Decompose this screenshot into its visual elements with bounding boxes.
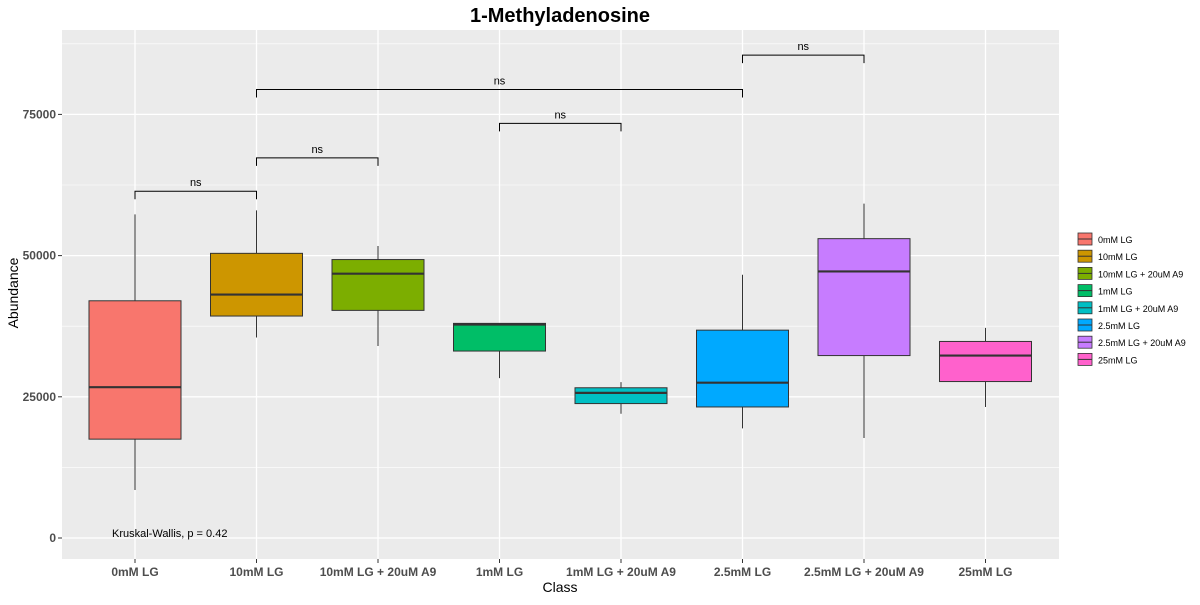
significance-label: ns (494, 76, 506, 88)
box-iqr (817, 238, 911, 357)
legend-item: 1mM LG + 20uM A9 (1077, 301, 1178, 315)
significance-label: ns (311, 144, 323, 156)
box-1mm-lg-20um-a9 (574, 382, 668, 414)
box-2-5mm-lg (696, 274, 789, 429)
x-axis-label: Class (542, 579, 577, 595)
comparison-bracket: ns (256, 76, 743, 98)
legend: 0mM LG 10mM LG 10mM LG + 20uM A9 1mM LG 1mM … (1077, 232, 1186, 366)
significance-label: ns (554, 109, 566, 121)
y-tick-label: 75000 (23, 107, 57, 121)
significance-label: ns (190, 177, 202, 189)
chart-title: 1-Methyladenosine (470, 5, 650, 27)
box-iqr (574, 387, 668, 405)
legend-item: 2.5mM LG (1077, 318, 1140, 332)
box-iqr (331, 259, 425, 311)
boxes-layer (88, 203, 1032, 490)
legend-label: 10mM LG (1098, 252, 1138, 262)
legend-label: 10mM LG + 20uM A9 (1098, 269, 1183, 279)
x-tick-label: 10mM LG + 20uM A9 (320, 565, 437, 579)
x-tick-label: 1mM LG (476, 565, 523, 579)
bracket-line (256, 157, 379, 166)
legend-item: 10mM LG (1077, 249, 1138, 263)
axes-layer: 0 25000 50000 75000 0mM LG 10mM LG 10mM LG + 2… (23, 107, 1013, 579)
bracket-line (742, 54, 865, 64)
x-tick-label: 0mM LG (111, 565, 158, 579)
x-tick-label: 2.5mM LG (714, 565, 771, 579)
bracket-line (256, 89, 743, 98)
legend-label: 0mM LG (1098, 235, 1133, 245)
legend-item: 2.5mM LG + 20uM A9 (1077, 335, 1186, 349)
box-10mm-lg-20um-a9 (331, 245, 425, 346)
comparison-bracket: ns (499, 109, 622, 132)
bracket-line (499, 122, 622, 132)
x-tick-label: 10mM LG (229, 565, 283, 579)
legend-label: 2.5mM LG (1098, 321, 1140, 331)
box-10mm-lg (210, 210, 303, 338)
y-tick-label: 50000 (23, 249, 57, 263)
legend-label: 2.5mM LG + 20uM A9 (1098, 338, 1186, 348)
legend-label: 1mM LG + 20uM A9 (1098, 304, 1178, 314)
box-iqr (210, 252, 303, 317)
box-iqr (939, 340, 1032, 383)
comparison-bracket: ns (256, 144, 379, 166)
legend-item: 25mM LG (1077, 352, 1138, 366)
box-1mm-lg (453, 322, 546, 379)
y-axis-label: Abundance (5, 257, 21, 328)
comparison-bracket: ns (134, 177, 257, 200)
x-tick-label: 1mM LG + 20uM A9 (566, 565, 676, 579)
x-tick-label: 2.5mM LG + 20uM A9 (804, 565, 924, 579)
legend-label: 25mM LG (1098, 355, 1138, 365)
box-iqr (453, 322, 546, 352)
box-25mm-lg (939, 327, 1032, 407)
kruskal-wallis-annotation: Kruskal-Wallis, p = 0.42 (112, 528, 227, 540)
legend-label: 1mM LG (1098, 287, 1133, 297)
y-tick-label: 0 (49, 531, 56, 545)
box-iqr (696, 329, 789, 408)
legend-item: 10mM LG + 20uM A9 (1077, 266, 1183, 280)
y-tick-label: 25000 (23, 390, 57, 404)
comparison-brackets: ns ns ns ns ns (134, 41, 865, 200)
legend-item: 1mM LG (1077, 284, 1133, 298)
significance-label: ns (797, 41, 809, 53)
box-iqr (88, 300, 182, 440)
x-tick-label: 25mM LG (958, 565, 1012, 579)
box-0mm-lg (88, 214, 182, 490)
bracket-line (134, 190, 257, 200)
box-2-5mm-lg-20um-a9 (817, 203, 911, 439)
comparison-bracket: ns (742, 41, 865, 64)
legend-item: 0mM LG (1077, 232, 1133, 246)
